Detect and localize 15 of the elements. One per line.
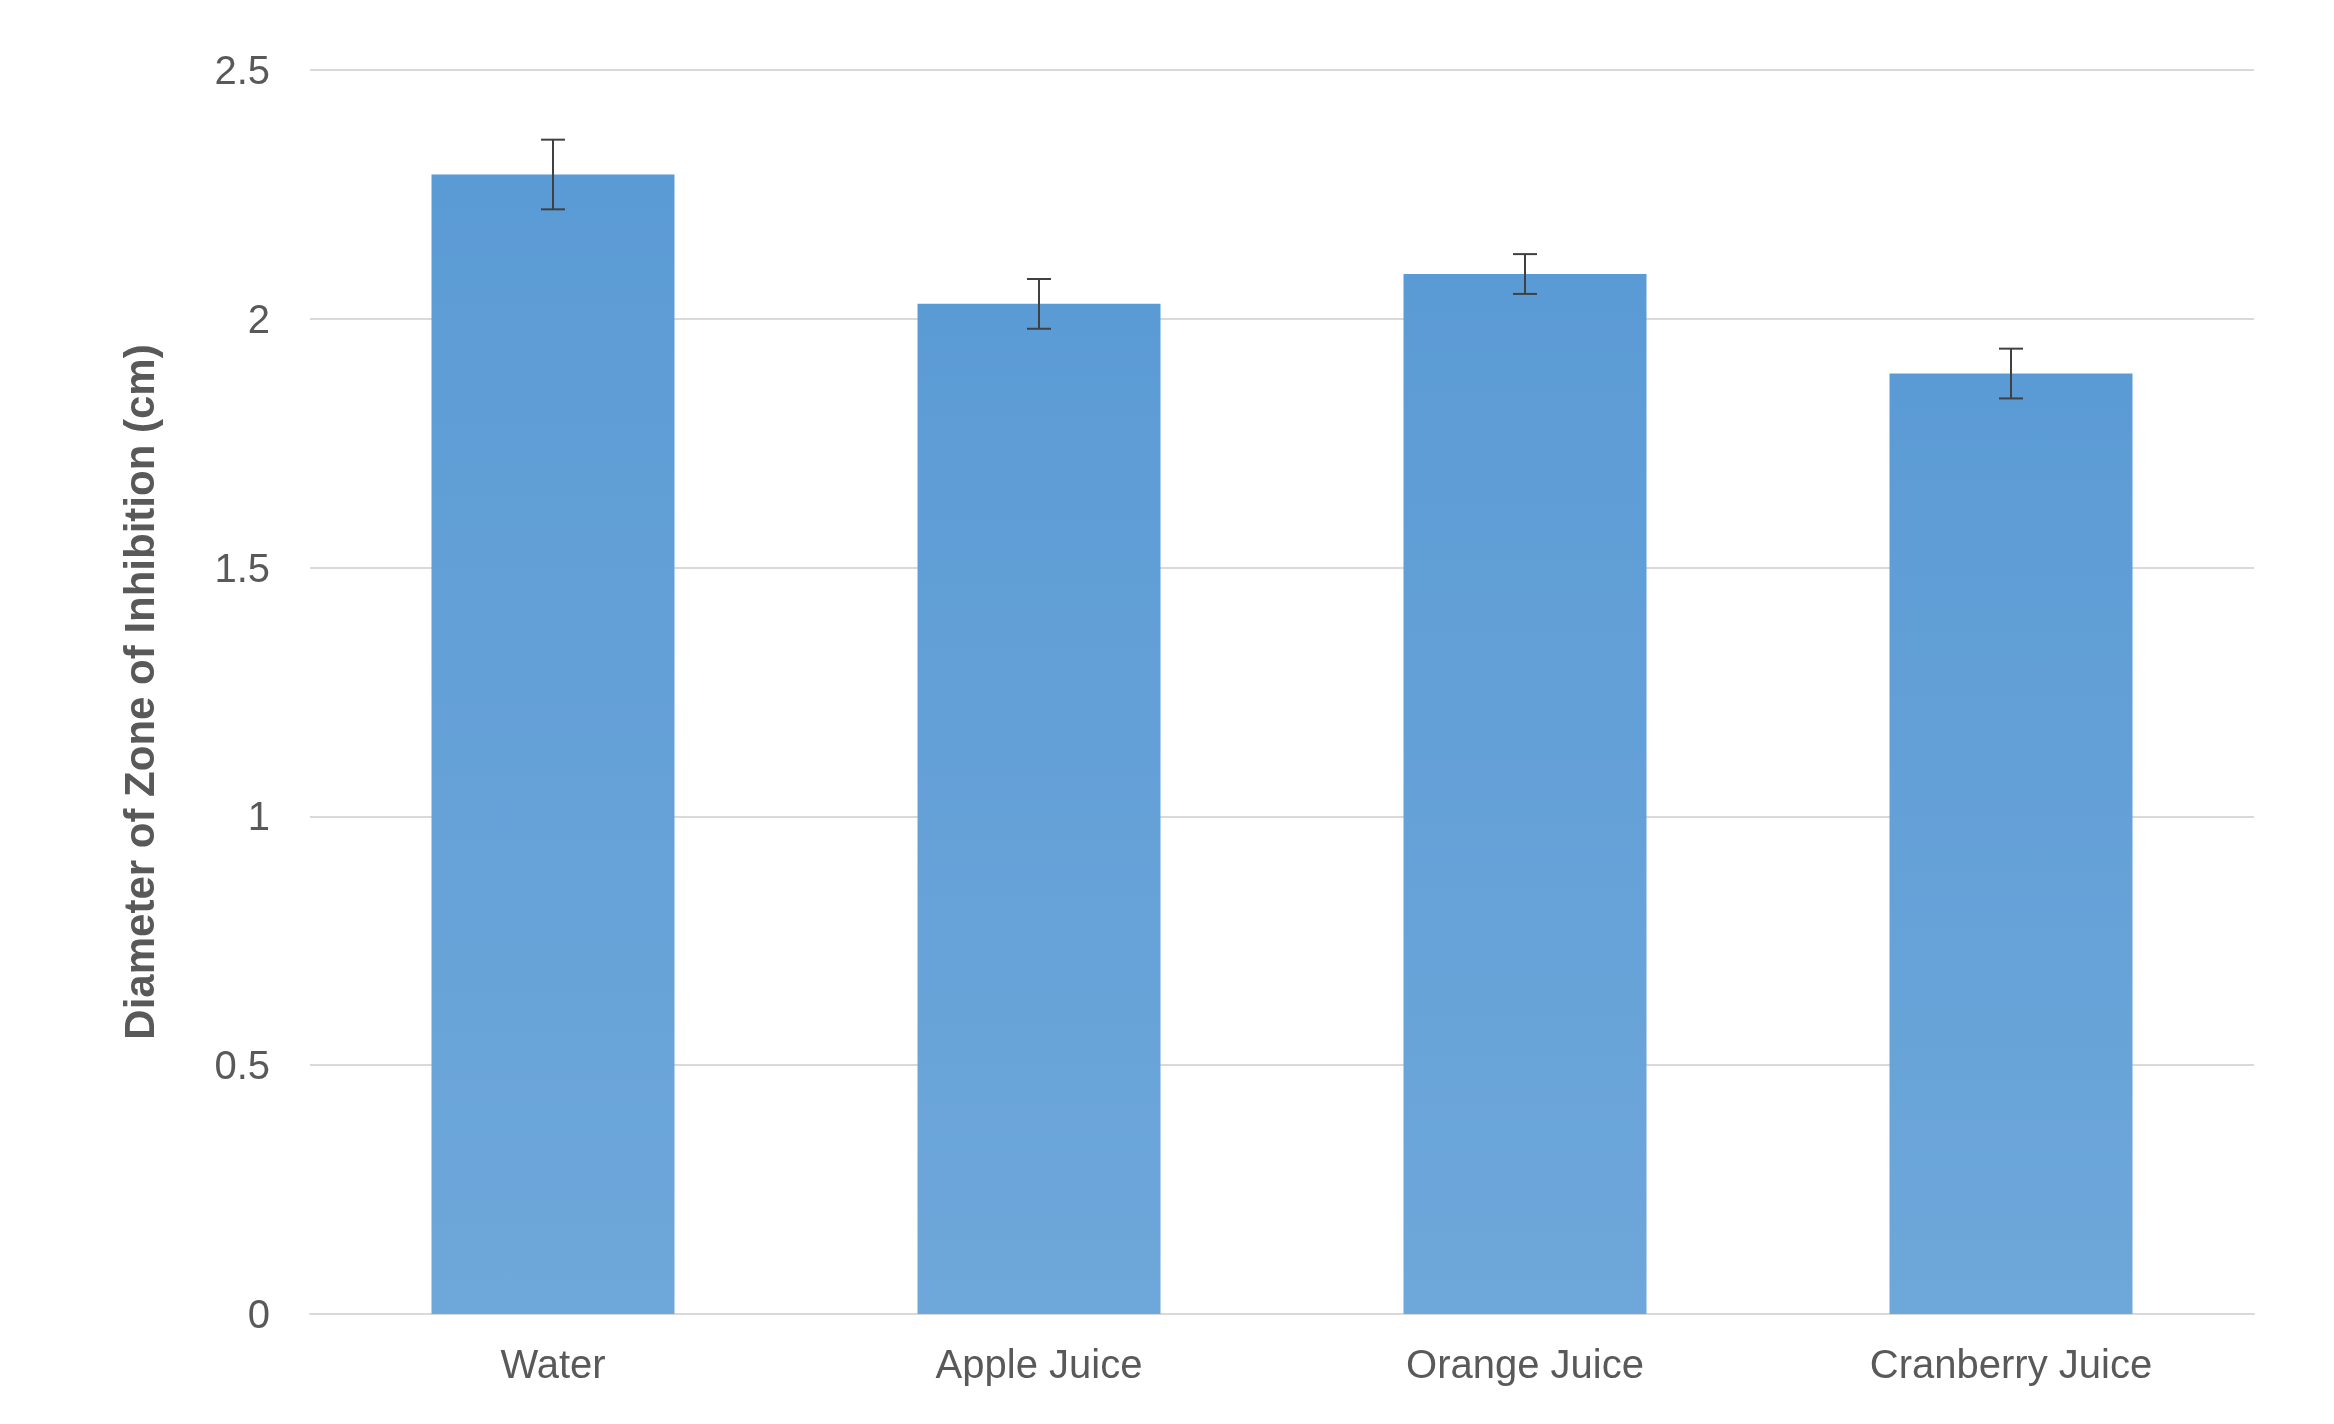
y-tick-label: 1.5 (214, 545, 270, 590)
bar (917, 303, 1161, 1314)
bar (431, 174, 675, 1314)
y-tick-label: 2 (247, 296, 270, 341)
x-tick-label: Apple Juice (935, 1342, 1143, 1386)
y-tick-label: 0 (247, 1292, 270, 1336)
x-tick-label: Orange Juice (1406, 1342, 1644, 1386)
x-tick-label: Water (500, 1342, 606, 1386)
y-tick-label: 0.5 (214, 1043, 270, 1088)
y-axis-title: Diameter of Zone of Inhibition (cm) (115, 344, 163, 1040)
bar (1889, 373, 2133, 1314)
x-tick-label: Cranberry Juice (1869, 1342, 2153, 1386)
bar (1403, 274, 1647, 1314)
y-tick-label: 1 (247, 794, 270, 839)
y-tick-label: 2.5 (214, 48, 270, 92)
